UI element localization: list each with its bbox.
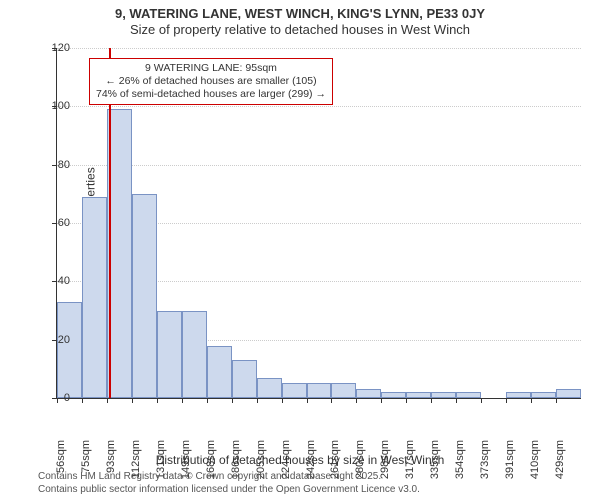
footer-line2: Contains public sector information licen… <box>38 483 420 496</box>
histogram-bar <box>456 392 481 398</box>
gridline-h <box>57 165 581 166</box>
histogram-bar <box>257 378 282 398</box>
gridline-h <box>57 48 581 49</box>
xtick-mark <box>506 398 507 403</box>
chart-container: 9, WATERING LANE, WEST WINCH, KING'S LYN… <box>0 0 600 500</box>
histogram-bar <box>57 302 82 398</box>
histogram-bar <box>406 392 431 398</box>
histogram-bar <box>381 392 406 398</box>
histogram-bar <box>132 194 157 398</box>
histogram-bar <box>282 383 307 398</box>
xtick-mark <box>307 398 308 403</box>
histogram-bar <box>182 311 207 399</box>
annotation-line: 9 WATERING LANE: 95sqm <box>96 62 326 75</box>
histogram-bar <box>331 383 356 398</box>
xtick-mark <box>406 398 407 403</box>
xtick-mark <box>431 398 432 403</box>
histogram-bar <box>82 197 107 398</box>
annotation-line: 74% of semi-detached houses are larger (… <box>96 88 326 101</box>
chart-title-line1: 9, WATERING LANE, WEST WINCH, KING'S LYN… <box>0 6 600 21</box>
ytick-label: 80 <box>40 159 70 171</box>
xtick-mark <box>82 398 83 403</box>
histogram-bar <box>307 383 332 398</box>
ytick-label: 0 <box>40 392 70 404</box>
xtick-mark <box>132 398 133 403</box>
histogram-bar <box>356 389 381 398</box>
xtick-mark <box>556 398 557 403</box>
plot-area: 56sqm75sqm93sqm112sqm131sqm149sqm168sqm1… <box>56 48 581 399</box>
xtick-mark <box>257 398 258 403</box>
xtick-mark <box>182 398 183 403</box>
chart-title-line2: Size of property relative to detached ho… <box>0 22 600 37</box>
xtick-mark <box>381 398 382 403</box>
chart-footer: Contains HM Land Registry data © Crown c… <box>38 470 420 496</box>
histogram-bar <box>431 392 456 398</box>
xtick-mark <box>331 398 332 403</box>
ytick-label: 20 <box>40 334 70 346</box>
footer-line1: Contains HM Land Registry data © Crown c… <box>38 470 420 483</box>
xtick-mark <box>481 398 482 403</box>
histogram-bar <box>207 346 232 399</box>
ytick-label: 100 <box>40 100 70 112</box>
xtick-mark <box>157 398 158 403</box>
histogram-bar <box>157 311 182 399</box>
xtick-mark <box>456 398 457 403</box>
histogram-bar <box>506 392 531 398</box>
ytick-label: 120 <box>40 42 70 54</box>
x-axis-label: Distribution of detached houses by size … <box>0 453 600 467</box>
ytick-label: 40 <box>40 275 70 287</box>
histogram-bar <box>556 389 581 398</box>
xtick-mark <box>282 398 283 403</box>
xtick-mark <box>531 398 532 403</box>
ytick-label: 60 <box>40 217 70 229</box>
histogram-bar <box>232 360 257 398</box>
xtick-mark <box>356 398 357 403</box>
gridline-h <box>57 106 581 107</box>
annotation-box: 9 WATERING LANE: 95sqm← 26% of detached … <box>89 58 333 105</box>
histogram-bar <box>531 392 556 398</box>
xtick-mark <box>207 398 208 403</box>
annotation-line: ← 26% of detached houses are smaller (10… <box>96 75 326 88</box>
xtick-mark <box>232 398 233 403</box>
xtick-mark <box>107 398 108 403</box>
